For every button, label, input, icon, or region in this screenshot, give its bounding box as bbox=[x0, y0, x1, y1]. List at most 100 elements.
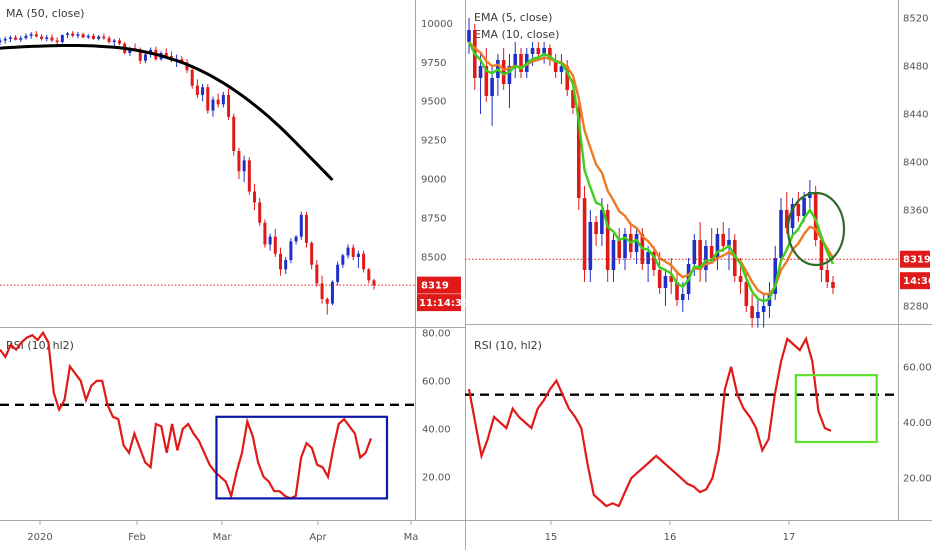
candle-body bbox=[299, 214, 303, 237]
green-box-annotation bbox=[794, 374, 878, 444]
y-axis-ticks-left-bottom: 80.00 60.00 40.00 20.00 bbox=[422, 328, 451, 483]
candle-body bbox=[221, 94, 225, 105]
candle-body bbox=[325, 298, 329, 304]
candle-body bbox=[330, 281, 334, 304]
candle-body bbox=[652, 252, 656, 270]
candle-body bbox=[336, 264, 340, 282]
x-tick-label: Apr bbox=[309, 532, 327, 543]
candle-body bbox=[19, 38, 23, 40]
candle-body bbox=[698, 240, 702, 270]
candle-body bbox=[341, 255, 345, 265]
candle-body bbox=[367, 269, 371, 281]
candle-body bbox=[530, 48, 535, 54]
candle-body bbox=[617, 240, 622, 258]
candle-body bbox=[3, 38, 7, 41]
y-tick-label: 20.00 bbox=[903, 474, 932, 485]
candle-body bbox=[60, 35, 64, 43]
candle-body bbox=[279, 253, 282, 270]
x-tick-label: 17 bbox=[783, 532, 796, 543]
candle-body bbox=[796, 204, 801, 216]
rsi-line-left bbox=[0, 330, 373, 500]
y-tick-label: 8750 bbox=[421, 214, 446, 225]
candle-body bbox=[790, 204, 795, 228]
candle-body bbox=[346, 247, 350, 256]
candle-body bbox=[548, 48, 552, 60]
candle-body bbox=[86, 35, 90, 38]
candle-body bbox=[138, 49, 142, 61]
blue-box-annotation bbox=[215, 415, 389, 500]
candle-body bbox=[164, 52, 168, 57]
candle-body bbox=[232, 116, 236, 152]
candle-body bbox=[600, 210, 604, 234]
candle-body bbox=[576, 108, 581, 198]
countdown-tag-left bbox=[417, 294, 461, 312]
y-tick-label: 9250 bbox=[421, 136, 446, 147]
candle-body bbox=[709, 246, 714, 258]
candle-body bbox=[102, 36, 106, 39]
x-tick-label: Mar bbox=[213, 532, 233, 543]
candle-body bbox=[263, 222, 267, 245]
candle-body bbox=[490, 78, 494, 96]
ma-indicator-label: MA (50, close) bbox=[6, 7, 84, 20]
candle-body bbox=[779, 210, 783, 258]
candle-body bbox=[663, 276, 668, 288]
countdown-tag-left-text: 11:14:35 bbox=[419, 298, 469, 309]
y-tick-label: 8360 bbox=[903, 206, 928, 217]
y-tick-label: 9500 bbox=[421, 97, 446, 108]
green-circle-annotation bbox=[786, 191, 846, 267]
candle-body bbox=[559, 66, 564, 72]
candle-body bbox=[542, 48, 546, 54]
candle-body bbox=[143, 54, 147, 61]
candle-body bbox=[680, 294, 685, 300]
y-tick-label: 60.00 bbox=[422, 376, 451, 387]
candle-body bbox=[258, 202, 262, 223]
time-axis-right: 15 16 17 bbox=[545, 520, 796, 543]
candle-body bbox=[273, 236, 277, 254]
candle-body bbox=[14, 37, 18, 40]
candle-body bbox=[594, 222, 598, 234]
candle-body bbox=[588, 222, 593, 270]
candle-body bbox=[216, 99, 220, 105]
candle-body bbox=[484, 66, 489, 96]
candle-body bbox=[478, 66, 483, 78]
candle-body bbox=[310, 242, 314, 265]
candle-body bbox=[813, 192, 818, 240]
candle-body bbox=[227, 94, 231, 117]
y-tick-label: 9750 bbox=[421, 58, 446, 69]
candle-body bbox=[362, 253, 366, 270]
last-price-tag-right bbox=[900, 250, 930, 268]
candles-right bbox=[467, 18, 835, 328]
candle-body bbox=[289, 241, 293, 261]
candle-body bbox=[372, 280, 376, 286]
candle-body bbox=[634, 234, 639, 252]
candle-body bbox=[571, 90, 575, 108]
candle-body bbox=[831, 282, 835, 288]
candle-body bbox=[692, 240, 697, 264]
candle-body bbox=[744, 282, 749, 306]
candle-body bbox=[356, 253, 360, 257]
candle-body bbox=[646, 252, 650, 264]
ema5-indicator-label: EMA (5, close) bbox=[474, 11, 552, 24]
candle-body bbox=[721, 234, 726, 246]
candle-body bbox=[704, 246, 708, 270]
candle-body bbox=[819, 240, 824, 270]
candle-body bbox=[605, 210, 610, 270]
y-axis-ticks-right-bottom: 60.00 40.00 20.00 bbox=[903, 362, 932, 484]
candle-body bbox=[582, 198, 587, 270]
candle-body bbox=[784, 210, 789, 228]
countdown-tag-right bbox=[900, 272, 930, 290]
candle-body bbox=[34, 34, 38, 37]
y-tick-label: 10000 bbox=[421, 19, 453, 30]
candle-body bbox=[756, 312, 760, 318]
last-price-tag-left-text: 8319 bbox=[421, 281, 449, 292]
candle-body bbox=[24, 35, 28, 39]
candle-body bbox=[501, 60, 506, 84]
candle-body bbox=[55, 40, 59, 43]
candle-body bbox=[50, 37, 54, 41]
candle-body bbox=[351, 247, 355, 257]
candle-body bbox=[738, 276, 743, 282]
candle-body bbox=[808, 192, 812, 198]
candle-body bbox=[97, 36, 101, 39]
candle-body bbox=[657, 270, 662, 288]
